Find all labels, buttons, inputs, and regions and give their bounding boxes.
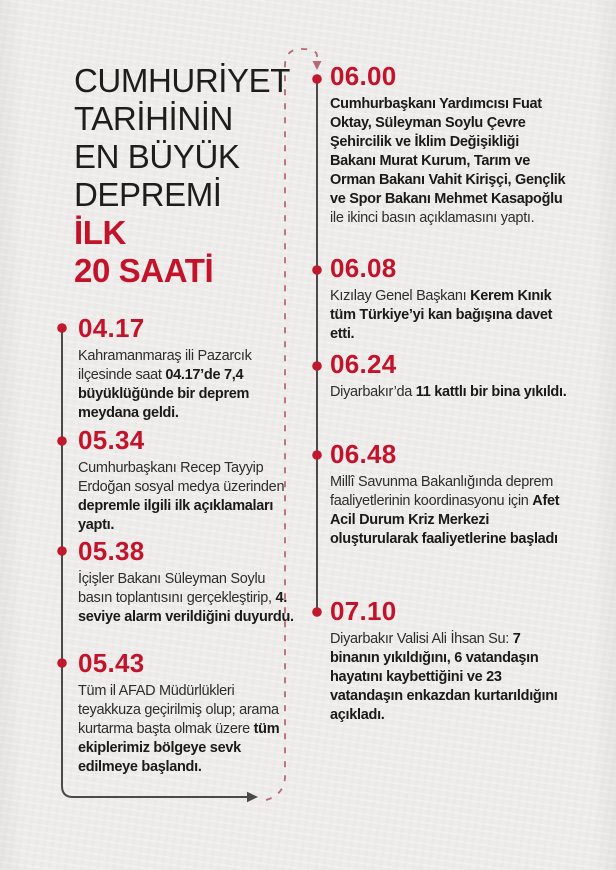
entry-text: Cumhurbaşkanı Yardımcısı Fuat Oktay, Sül…	[330, 95, 568, 228]
timeline-dot	[312, 450, 322, 460]
timeline-entry: 06.00 Cumhurbaşkanı Yardımcısı Fuat Okta…	[330, 60, 568, 228]
entry-text-segment: Diyarbakır Valisi Ali İhsan Su:	[330, 631, 513, 647]
title-line: TARİHİNİN	[74, 100, 233, 137]
timeline-entry: 06.24 Diyarbakır’da 11 kattlı bir bina y…	[330, 348, 568, 402]
entry-text: Diyarbakır Valisi Ali İhsan Su: 7 binanı…	[330, 630, 568, 725]
entry-text: Millî Savunma Bakanlığında deprem faaliy…	[330, 473, 568, 549]
timeline-entry: 06.48 Millî Savunma Bakanlığında deprem …	[330, 438, 568, 549]
entry-time: 05.43	[78, 648, 145, 678]
entry-time: 05.38	[78, 536, 145, 566]
title-line: CUMHURİYET	[74, 62, 290, 99]
entry-time: 06.08	[330, 253, 397, 283]
entry-time: 06.24	[330, 349, 397, 379]
arrow-down-icon	[312, 61, 322, 70]
entry-text-segment: Tüm il AFAD Müdürlükleri teyakkuza geçir…	[78, 683, 279, 737]
left-timeline-line	[61, 328, 249, 798]
entry-text: Tüm il AFAD Müdürlükleri teyakkuza geçir…	[78, 682, 294, 777]
timeline-entry: 05.38 İçişler Bakanı Süleyman Soylu bası…	[78, 535, 294, 627]
entry-time: 05.34	[78, 425, 145, 455]
timeline-entry: 05.43 Tüm il AFAD Müdürlükleri teyakkuza…	[78, 647, 294, 777]
entry-time: 06.00	[330, 61, 397, 91]
timeline-dot	[312, 265, 322, 275]
entry-text-segment: Diyarbakır’da	[330, 384, 416, 400]
entry-time: 06.48	[330, 439, 397, 469]
page-title: CUMHURİYET TARİHİNİN EN BÜYÜK DEPREMİ İL…	[74, 62, 290, 290]
flow-connector-dashed-line	[265, 48, 318, 801]
entry-text: Diyarbakır’da 11 kattlı bir bina yıkıldı…	[330, 383, 568, 402]
timeline-entry: 04.17 Kahramanmaraş ili Pazarcık ilçesin…	[78, 312, 294, 423]
timeline-dot	[312, 74, 322, 84]
entry-text-segment: Kahramanmaraş ili Pazarcık ilçesinde saa…	[78, 348, 252, 383]
arrow-right-icon	[247, 791, 258, 803]
entry-text-bold-segment: 7 binanın yıkıldığını, 6 vatandaşın haya…	[330, 631, 558, 723]
entry-time: 07.10	[330, 596, 397, 626]
entry-text-segment: Millî Savunma Bakanlığında deprem faaliy…	[330, 474, 554, 509]
entry-text: Cumhurbaşkanı Recep Tayyip Erdoğan sosya…	[78, 459, 294, 535]
title-line: DEPREMİ	[74, 176, 222, 213]
entry-text-segment: İçişler Bakanı Süleyman Soylu basın topl…	[78, 571, 276, 606]
entry-text-bold-segment: 11 kattlı bir bina yıkıldı.	[415, 384, 567, 400]
title-line: EN BÜYÜK	[74, 138, 240, 175]
title-line-accent: 20 SAATİ	[74, 252, 214, 289]
timeline-dot	[312, 607, 322, 617]
entry-text-segment: Cumhurbaşkanı Recep Tayyip Erdoğan sosya…	[78, 460, 285, 495]
entry-text-bold-segment: depremle ilgili ilk açıklamaları yaptı.	[78, 498, 274, 533]
timeline-dot	[57, 546, 67, 556]
entry-text-bold-segment: Kerem Kınık tüm Türkiye’yi kan bağışına …	[330, 288, 553, 342]
entry-text-bold-segment: tüm ekiplerimiz bölgeye sevk edilmeye ba…	[78, 721, 280, 775]
entry-text: Kahramanmaraş ili Pazarcık ilçesinde saa…	[78, 347, 294, 423]
entry-text-segment: ile ikinci basın açıklamasını yaptı.	[330, 210, 535, 226]
entry-text-segment: Kızılay Genel Başkanı	[330, 288, 471, 304]
timeline-entry: 06.08 Kızılay Genel Başkanı Kerem Kınık …	[330, 252, 568, 344]
timeline-dot	[57, 658, 67, 668]
entry-text: İçişler Bakanı Süleyman Soylu basın topl…	[78, 570, 294, 627]
timeline-entry: 07.10 Diyarbakır Valisi Ali İhsan Su: 7 …	[330, 595, 568, 725]
timeline-dot	[57, 436, 67, 446]
entry-time: 04.17	[78, 313, 145, 343]
timeline-dot	[312, 361, 322, 371]
entry-text-bold-segment: 04.17’de 7,4 büyüklüğünde bir deprem mey…	[78, 367, 250, 421]
entry-text: Kızılay Genel Başkanı Kerem Kınık tüm Tü…	[330, 287, 568, 344]
entry-text-bold-segment: Afet Acil Durum Kriz Merkezi oluşturular…	[330, 493, 560, 547]
entry-text-bold-segment: Cumhurbaşkanı Yardımcısı Fuat Oktay, Sül…	[330, 96, 566, 207]
timeline-entry: 05.34 Cumhurbaşkanı Recep Tayyip Erdoğan…	[78, 424, 294, 535]
timeline-dot	[57, 323, 67, 333]
title-line-accent: İLK	[74, 214, 126, 251]
entry-text-bold-segment: 4. seviye alarm verildiğini duyurdu.	[78, 590, 294, 625]
